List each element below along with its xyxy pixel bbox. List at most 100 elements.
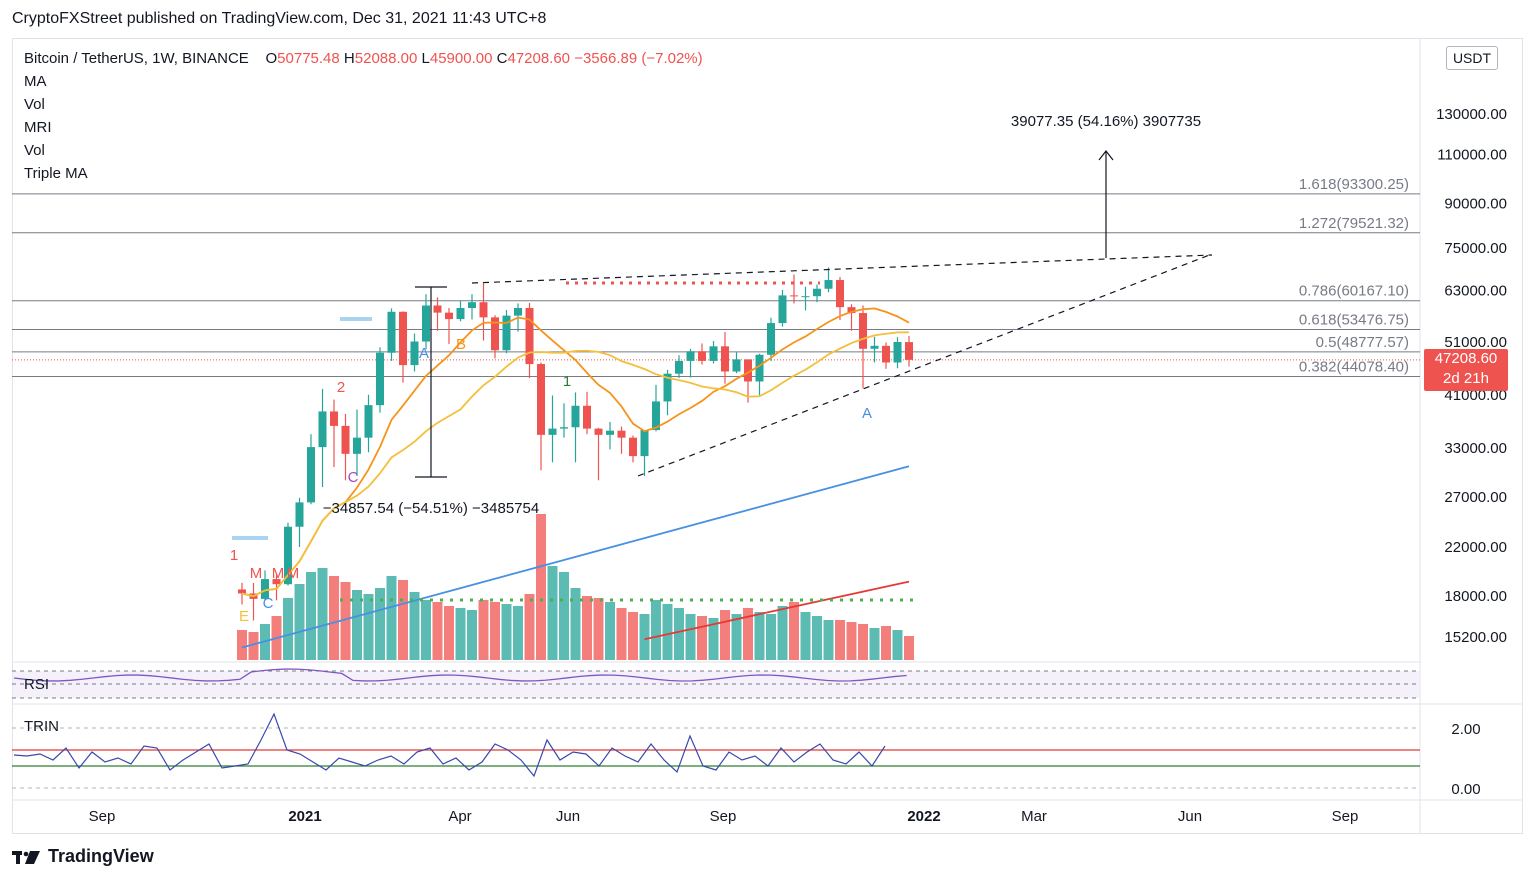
candle-body[interactable] [663,373,672,402]
candle-body[interactable] [709,346,718,361]
volume-bar [329,576,339,660]
volume-bar [812,616,822,660]
candle-body[interactable] [801,296,810,298]
low-value: 45900.00 [429,50,493,67]
volume-bar [662,604,673,660]
candle-body[interactable] [640,429,649,457]
fib-level-label: 0.5(48777.57) [1316,334,1409,351]
candle-body[interactable] [422,305,430,342]
candle-body[interactable] [261,579,269,599]
candle-body[interactable] [755,354,764,382]
candle-body[interactable] [778,295,787,324]
candle-body[interactable] [744,359,752,382]
currency-unit-button[interactable]: USDT [1446,46,1498,70]
candle-body[interactable] [870,345,879,349]
candle-body[interactable] [307,447,315,503]
candle-body[interactable] [410,341,419,366]
candle-body[interactable] [468,302,476,308]
candle-body[interactable] [686,351,695,361]
candle-body[interactable] [836,280,844,308]
candle-body[interactable] [491,317,499,351]
candle-body[interactable] [330,411,338,426]
candle-body[interactable] [790,295,798,297]
candle-body[interactable] [479,302,488,318]
candle-body[interactable] [548,428,557,435]
candle-body[interactable] [732,359,741,372]
candle-body[interactable] [456,307,465,320]
tradingview-logo[interactable]: TradingView [12,846,154,867]
candle-body[interactable] [698,351,706,361]
candle-body[interactable] [341,425,350,454]
candle-body[interactable] [445,312,453,320]
channel-lower-line [637,253,1213,477]
candle-body[interactable] [675,360,683,374]
indicator-ma[interactable]: MA [24,73,47,90]
trin-tick-label: 0.00 [1451,781,1480,798]
candle-body[interactable] [606,430,614,435]
candle-body[interactable] [376,352,384,406]
candle-body[interactable] [433,305,442,313]
candle-body[interactable] [847,307,856,314]
volume-bar [409,592,420,660]
volume-bar [708,618,719,660]
price-tick-label: 90000.00 [1444,196,1507,213]
volume-bar [846,622,857,660]
candle-body[interactable] [721,346,729,372]
indicator-triple-ma[interactable]: Triple MA [24,165,88,182]
candle-body[interactable] [364,405,373,438]
chart-frame [12,38,1523,834]
candle-body[interactable] [560,427,568,429]
candle-body[interactable] [353,437,361,454]
volume-bar [869,628,880,660]
candle-body[interactable] [399,311,407,366]
high-value: 52088.00 [354,50,418,67]
volume-bar [789,602,799,660]
candle-body[interactable] [583,405,591,429]
candle-body[interactable] [767,323,775,355]
candle-body[interactable] [537,364,545,435]
candle-body[interactable] [514,307,522,316]
candle-body[interactable] [882,345,890,363]
fib-level-label: 0.786(60167.10) [1299,283,1409,300]
candle-body[interactable] [387,311,396,353]
candle-body[interactable] [525,307,534,365]
indicator-vol[interactable]: Vol [24,96,45,113]
time-axis-label: Jun [556,808,580,825]
candle-body[interactable] [617,430,626,438]
rsi-pane-label: RSI [24,676,49,693]
indicator-mri[interactable]: MRI [24,119,52,136]
candle-body[interactable] [284,526,292,585]
candle-body[interactable] [629,437,637,457]
indicator-vol-2[interactable]: Vol [24,142,45,159]
time-axis-label: 2021 [288,808,321,825]
volume-bar [501,604,512,660]
measure-up-arrowhead [1098,150,1114,161]
open-label: O [265,50,278,67]
symbol-label[interactable]: Bitcoin / TetherUS, 1W, BINANCE [24,50,249,67]
candle-body[interactable] [893,341,902,363]
candle-body[interactable] [295,502,304,527]
candle-body[interactable] [272,579,281,585]
ma-yellow-line [241,331,910,598]
candle-body[interactable] [318,411,327,448]
candle-body[interactable] [824,280,833,289]
candle-body[interactable] [859,313,867,349]
volume-bar [306,572,316,660]
price-tick-label: 33000.00 [1444,440,1507,457]
high-label: H [343,50,355,67]
candle-body[interactable] [594,428,603,435]
wave-mark: 1 [230,547,238,564]
candle-body[interactable] [571,405,580,428]
measure-up-label: 39077.35 (54.16%) 3907735 [1011,113,1201,130]
candle-body[interactable] [905,342,913,360]
wave-mark: C [263,595,274,612]
candle-body[interactable] [502,315,511,351]
volume-bar [731,614,742,660]
candle-body[interactable] [652,401,660,430]
wave-mark: B [456,336,466,353]
price-tick-label: 75000.00 [1444,240,1507,257]
chart-header: CryptoFXStreet published on TradingView.… [12,10,547,27]
candle-body[interactable] [813,288,821,297]
candle-body[interactable] [238,589,246,594]
